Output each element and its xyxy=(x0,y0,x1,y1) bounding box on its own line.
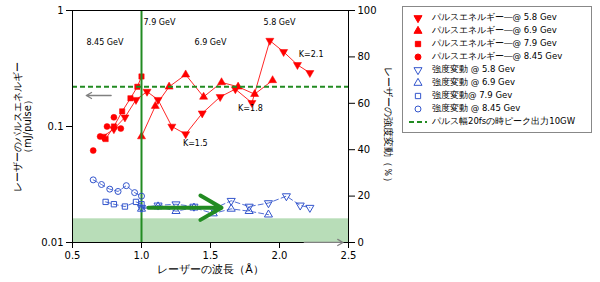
svg-text:レーザーの強度変動（％）: レーザーの強度変動（％） xyxy=(383,67,394,187)
html-text:強度変動@ 7.9 Gev: 強度変動@ 7.9 Gev xyxy=(432,89,513,100)
svg-text:レーザーのパルスエネルギー（mJ/pulse）: レーザーのパルスエネルギー（mJ/pulse） xyxy=(12,62,33,192)
svg-text:0.5: 0.5 xyxy=(65,250,81,261)
svg-text:7.9 GeV: 7.9 GeV xyxy=(144,18,176,27)
svg-text:2.0: 2.0 xyxy=(272,250,288,261)
html-text:パルスエネルギー―@ 5.8 Gev: パルスエネルギー―@ 5.8 Gev xyxy=(432,11,557,22)
svg-text:100: 100 xyxy=(358,5,377,16)
html-text:パルス幅20fsの時ピーク出力10GW: パルス幅20fsの時ピーク出力10GW xyxy=(432,115,575,126)
html-text:パルスエネルギー―@ 8.45 Gev: パルスエネルギー―@ 8.45 Gev xyxy=(432,50,563,61)
html-text:パルスエネルギー―@ 7.9 Gev: パルスエネルギー―@ 7.9 Gev xyxy=(432,37,557,48)
svg-text:0.1: 0.1 xyxy=(48,121,64,132)
svg-text:0: 0 xyxy=(358,237,364,248)
svg-text:8.45 GeV: 8.45 GeV xyxy=(86,38,123,47)
svg-text:1.5: 1.5 xyxy=(203,250,219,261)
svg-text:K=1.5: K=1.5 xyxy=(183,139,208,148)
svg-text:2.5: 2.5 xyxy=(341,250,357,261)
svg-text:K=1.8: K=1.8 xyxy=(238,104,263,113)
svg-text:1: 1 xyxy=(57,5,63,16)
html-text:パルスエネルギー―@ 6.9 Gev: パルスエネルギー―@ 6.9 Gev xyxy=(432,24,557,35)
svg-text:80: 80 xyxy=(358,51,371,62)
svg-text:1.0: 1.0 xyxy=(134,250,150,261)
svg-text:K=2.1: K=2.1 xyxy=(299,50,324,59)
svg-text:0.01: 0.01 xyxy=(41,237,63,248)
svg-text:5.8 GeV: 5.8 GeV xyxy=(264,18,296,27)
html-text:強度変動 @ 6.9 Gev: 強度変動 @ 6.9 Gev xyxy=(432,76,515,87)
svg-text:レーザーの波長（Å）: レーザーの波長（Å） xyxy=(157,263,264,276)
svg-text:60: 60 xyxy=(358,98,371,109)
svg-text:20: 20 xyxy=(358,190,371,201)
html-text:強度変動 @ 5.8 Gev: 強度変動 @ 5.8 Gev xyxy=(432,63,515,74)
svg-text:6.9 GeV: 6.9 GeV xyxy=(195,38,227,47)
svg-text:40: 40 xyxy=(358,144,371,155)
html-text:強度変動 @ 8.45 Gev: 強度変動 @ 8.45 Gev xyxy=(432,102,521,113)
